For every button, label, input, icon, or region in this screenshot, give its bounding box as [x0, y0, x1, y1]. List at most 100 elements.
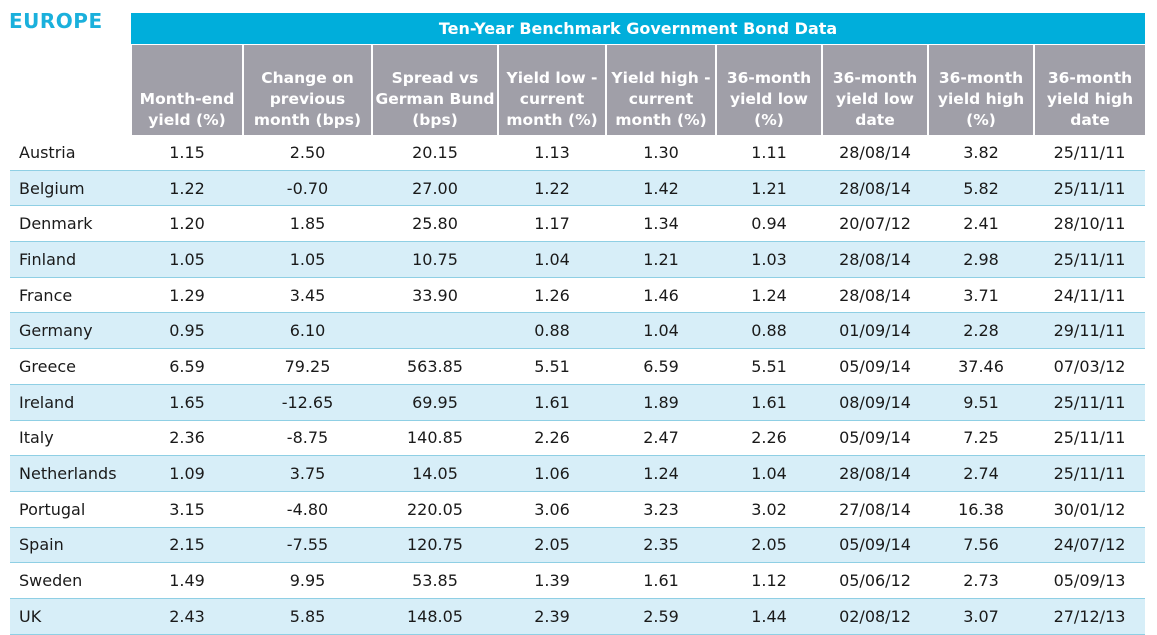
table-row: Portugal 3.15 -4.80 220.05 3.06 3.23 3.02 27/08…	[10, 490, 1145, 528]
table-row: Germany 0.95 6.10 0.88 1.04 0.88 01/09/14 2.28 2…	[10, 312, 1145, 349]
36m-yield-high-date-cell: 05/09/13	[1034, 562, 1145, 599]
table-row: Greece 6.59 79.25 563.85 5.51 6.59 5.51 05/09/1…	[10, 348, 1145, 385]
36m-yield-low-date-cell: 28/08/14	[822, 169, 928, 206]
spread-cell: 14.05	[372, 455, 498, 492]
header-month-end-yield: Month-end yield (%)	[130, 45, 243, 135]
header-36m-yield-low: 36-month yield low (%)	[715, 45, 822, 135]
36m-yield-low-cell: 0.94	[716, 205, 822, 242]
month-end-yield-cell: 1.20	[131, 205, 243, 242]
header-36m-yield-high-date: 36-month yield high date	[1033, 45, 1145, 135]
36m-yield-low-date-cell: 05/09/14	[822, 419, 928, 456]
yield-low-current-cell: 5.51	[498, 348, 606, 385]
table-row: Netherlands 1.09 3.75 14.05 1.06 1.24 1.04 28/0…	[10, 455, 1145, 492]
36m-yield-low-cell: 2.05	[716, 526, 822, 563]
change-bps-cell: 6.10	[243, 312, 372, 349]
36m-yield-low-cell: 3.02	[716, 490, 822, 528]
spread-cell: 27.00	[372, 169, 498, 206]
month-end-yield-cell: 1.15	[169, 142, 205, 162]
table-row: France 1.29 3.45 33.90 1.26 1.46 1.24 28/08/14 3…	[10, 276, 1145, 313]
table-row: Ireland 1.65 -12.65 69.95 1.61 1.89 1.61 08/09/…	[10, 383, 1145, 420]
bond-data-table: Month-end yield (%) Change on previous m…	[10, 45, 1145, 635]
table-row: Finland 1.05 1.05 10.75 1.04 1.21 1.03 28/08/14…	[10, 241, 1145, 278]
change-bps-cell: 3.45	[243, 276, 372, 313]
36m-yield-high-date-cell: 25/11/11	[1034, 419, 1145, 456]
country-cell: UK	[10, 597, 131, 635]
36m-yield-high-date-cell: 25/11/11	[1034, 169, 1145, 206]
36m-yield-low-cell: 1.24	[716, 276, 822, 313]
36m-yield-high-cell: 3.71	[928, 276, 1034, 313]
36m-yield-high-date-cell: 25/11/11	[1053, 142, 1126, 162]
spread-cell: 220.05	[372, 490, 498, 528]
country-cell: Netherlands	[10, 455, 131, 492]
yield-high-current-cell: 1.34	[606, 205, 716, 242]
month-end-yield-cell: 1.29	[131, 276, 243, 313]
spread-cell: 10.75	[372, 241, 498, 278]
month-end-yield-cell: 2.15	[131, 526, 243, 563]
yield-low-current-cell: 1.13	[534, 142, 570, 162]
country-cell: Greece	[10, 348, 131, 385]
36m-yield-low-date-cell: 27/08/14	[822, 490, 928, 528]
month-end-yield-cell: 0.95	[131, 312, 243, 349]
36m-yield-high-date-cell: 25/11/11	[1034, 383, 1145, 420]
table-body: Austria 1.15 2.50 20.15 1.13 1.30 1.11 28/08/14…	[10, 135, 1145, 635]
country-cell: Denmark	[10, 205, 131, 242]
month-end-yield-cell: 6.59	[131, 348, 243, 385]
month-end-yield-cell: 2.43	[131, 597, 243, 635]
change-bps-cell: -0.70	[243, 169, 372, 206]
header-36m-yield-high: 36-month yield high (%)	[927, 45, 1034, 135]
36m-yield-high-cell: 2.98	[928, 241, 1034, 278]
month-end-yield-cell: 1.49	[131, 562, 243, 599]
country-cell: Italy	[10, 419, 131, 456]
36m-yield-high-date-cell: 27/12/13	[1034, 597, 1145, 635]
yield-low-current-cell: 2.05	[498, 526, 606, 563]
header-blank	[10, 45, 131, 135]
36m-yield-high-cell: 3.82	[963, 142, 999, 162]
change-bps-cell: -8.75	[243, 419, 372, 456]
table-row: Denmark 1.20 1.85 25.80 1.17 1.34 0.94 20/07/12…	[10, 205, 1145, 242]
change-bps-cell: -4.80	[243, 490, 372, 528]
36m-yield-high-cell: 16.38	[928, 490, 1034, 528]
36m-yield-high-date-cell: 30/01/12	[1034, 490, 1145, 528]
yield-low-current-cell: 2.39	[498, 597, 606, 635]
36m-yield-low-cell: 1.04	[716, 455, 822, 492]
table-row: Sweden 1.49 9.95 53.85 1.39 1.61 1.12 05/06/12 2…	[10, 562, 1145, 599]
yield-high-current-cell: 2.47	[606, 419, 716, 456]
country-cell: Belgium	[10, 169, 131, 206]
header-36m-yield-low-date: 36-month yield low date	[821, 45, 928, 135]
36m-yield-high-date-cell: 29/11/11	[1034, 312, 1145, 349]
yield-low-current-cell: 1.04	[498, 241, 606, 278]
spread-cell	[372, 312, 498, 349]
month-end-yield-cell: 3.15	[131, 490, 243, 528]
36m-yield-low-cell: 0.88	[716, 312, 822, 349]
yield-low-current-cell: 0.88	[498, 312, 606, 349]
yield-high-current-cell: 1.04	[606, 312, 716, 349]
spread-cell: 53.85	[372, 562, 498, 599]
36m-yield-low-cell: 1.11	[751, 142, 787, 162]
36m-yield-high-cell: 7.56	[928, 526, 1034, 563]
36m-yield-high-cell: 2.41	[928, 205, 1034, 242]
yield-high-current-cell: 1.89	[606, 383, 716, 420]
36m-yield-low-date-cell: 08/09/14	[822, 383, 928, 420]
month-end-yield-cell: 1.22	[131, 169, 243, 206]
change-bps-cell: 3.75	[243, 455, 372, 492]
yield-high-current-cell: 1.21	[606, 241, 716, 278]
36m-yield-high-cell: 9.51	[928, 383, 1034, 420]
yield-high-current-cell: 1.46	[606, 276, 716, 313]
36m-yield-low-date-cell: 28/08/14	[822, 276, 928, 313]
36m-yield-high-date-cell: 07/03/12	[1034, 348, 1145, 385]
header-change-previous-month: Change on previous month (bps)	[242, 45, 372, 135]
yield-high-current-cell: 2.35	[606, 526, 716, 563]
36m-yield-low-date-cell: 05/09/14	[822, 526, 928, 563]
36m-yield-low-date-cell: 02/08/12	[822, 597, 928, 635]
month-end-yield-cell: 1.05	[131, 241, 243, 278]
36m-yield-low-cell: 2.26	[716, 419, 822, 456]
region-title: EUROPE	[9, 9, 103, 33]
spread-cell: 20.15	[412, 142, 458, 162]
yield-high-current-cell: 1.61	[606, 562, 716, 599]
month-end-yield-cell: 1.09	[131, 455, 243, 492]
36m-yield-low-cell: 1.44	[716, 597, 822, 635]
table-row: Italy 2.36 -8.75 140.85 2.26 2.47 2.26 05/09/14…	[10, 419, 1145, 456]
country-cell: Ireland	[10, 383, 131, 420]
country-cell: Portugal	[10, 490, 131, 528]
change-bps-cell: -7.55	[243, 526, 372, 563]
